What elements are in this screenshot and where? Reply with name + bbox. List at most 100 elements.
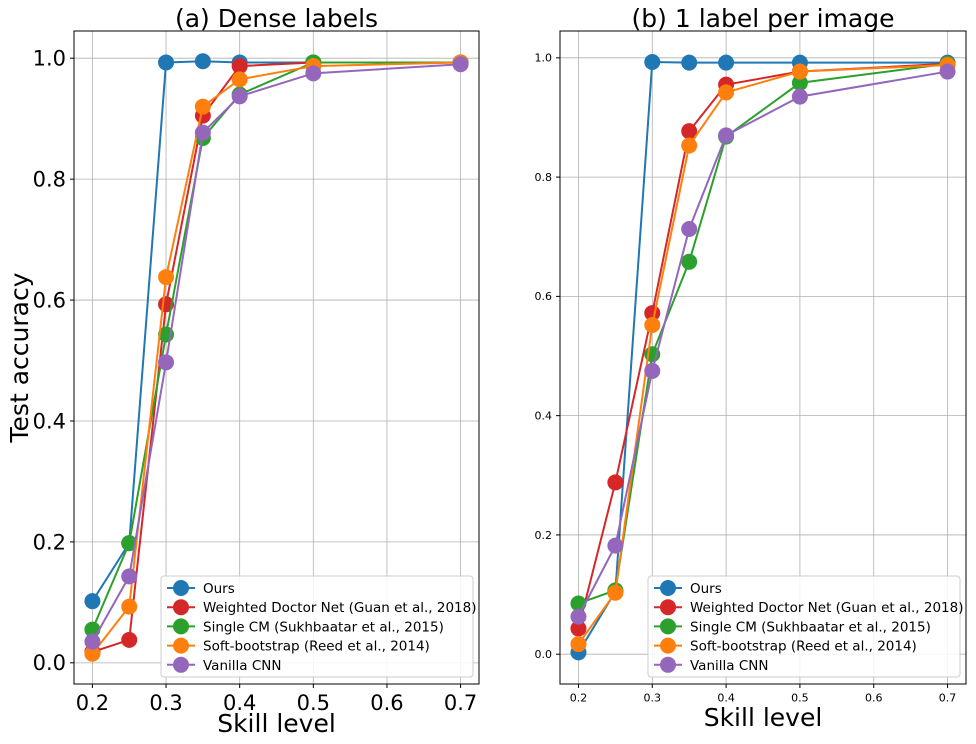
legend-item-ours: Ours xyxy=(167,580,235,597)
data-point xyxy=(791,74,808,91)
data-point xyxy=(305,65,322,82)
legend-marker xyxy=(173,618,189,635)
series-layer xyxy=(570,54,956,661)
data-point xyxy=(121,598,138,615)
axes-frame xyxy=(73,30,480,685)
legend-box xyxy=(160,575,474,678)
data-point xyxy=(158,354,175,371)
y-tick-label: 0.4 xyxy=(535,409,553,422)
data-point xyxy=(607,537,624,554)
legend-item-soft-bootstrap-reed-et-al-2014: Soft-bootstrap (Reed et al., 2014) xyxy=(654,637,917,655)
legend-item-vanilla-cnn: Vanilla CNN xyxy=(167,656,281,674)
data-point xyxy=(644,316,661,333)
y-tick-label: 0.0 xyxy=(33,651,66,675)
chart-title: (a) Dense labels xyxy=(175,4,378,33)
legend-marker xyxy=(173,656,189,673)
data-point xyxy=(718,84,735,101)
y-tick-label: 0.0 xyxy=(535,648,553,661)
legend-marker xyxy=(660,599,676,616)
data-point xyxy=(158,54,175,71)
data-point xyxy=(231,88,248,105)
data-point xyxy=(231,58,248,75)
x-tick-label: 0.7 xyxy=(444,691,477,715)
x-ticks: 0.2 0.3 0.4 0.5 0.6 0.7 xyxy=(76,684,477,715)
data-point xyxy=(121,631,138,648)
legend-item-vanilla-cnn: Vanilla CNN xyxy=(654,656,768,674)
data-point xyxy=(681,123,698,140)
legend-item-single-cm-sukhbaatar-et-al-2015: Single CM (Sukhbaatar et al., 2015) xyxy=(167,618,444,635)
legend-label: Vanilla CNN xyxy=(203,658,281,674)
y-axis-label: Test accuracy xyxy=(5,272,34,443)
x-tick-label: 0.2 xyxy=(570,691,588,704)
legend-item-ours: Ours xyxy=(654,580,722,597)
data-point xyxy=(84,633,101,650)
data-point xyxy=(607,474,624,491)
y-tick-label: 1.0 xyxy=(33,47,66,71)
data-point xyxy=(681,54,698,71)
data-point xyxy=(570,608,587,625)
series-vanilla-cnn xyxy=(84,56,469,650)
legend-label: Soft-bootstrap (Reed et al., 2014) xyxy=(203,639,430,655)
chart-panel-dense-labels: 0.2 0.3 0.4 0.5 0.6 0.7 0.0 0.2 0.4 0.6 0.8 1.0 (a… xyxy=(5,4,480,738)
legend-marker xyxy=(660,637,676,654)
y-tick-label: 0.2 xyxy=(33,530,66,554)
y-tick-label: 0.8 xyxy=(535,171,553,184)
legend-marker xyxy=(660,656,676,673)
data-point xyxy=(791,63,808,80)
legend-item-weighted-doctor-net-guan-et-al-2018: Weighted Doctor Net (Guan et al., 2018) xyxy=(654,599,963,616)
data-point xyxy=(644,54,661,71)
data-point xyxy=(718,54,735,71)
data-point xyxy=(939,63,956,80)
x-axis-label: Skill level xyxy=(217,709,336,738)
data-point xyxy=(231,71,248,88)
legend-box xyxy=(647,575,961,678)
data-point xyxy=(194,124,211,141)
y-ticks: 0.0 0.2 0.4 0.6 0.8 1.0 xyxy=(33,47,74,675)
data-point xyxy=(194,98,211,115)
data-point xyxy=(570,620,587,637)
legend-marker xyxy=(173,599,189,616)
legend-item-weighted-doctor-net-guan-et-al-2018: Weighted Doctor Net (Guan et al., 2018) xyxy=(167,599,476,616)
chart-panel-one-label: 0.2 0.3 0.4 0.5 0.6 0.7 0.0 0.2 0.4 0.6 0.8 1.0 (b… xyxy=(535,4,967,732)
legend-label: Single CM (Sukhbaatar et al., 2015) xyxy=(203,619,444,635)
data-point xyxy=(718,127,735,144)
x-axis-label: Skill level xyxy=(704,703,823,732)
legend-marker xyxy=(173,637,189,654)
x-tick-label: 0.5 xyxy=(791,691,809,704)
legend-label: Soft-bootstrap (Reed et al., 2014) xyxy=(690,639,917,655)
plot-border xyxy=(559,30,967,685)
x-tick-label: 0.3 xyxy=(644,691,662,704)
y-ticks: 0.0 0.2 0.4 0.6 0.8 1.0 xyxy=(535,52,560,661)
data-point xyxy=(681,220,698,237)
legend: Ours Weighted Doctor Net (Guan et al., 20… xyxy=(160,575,476,678)
x-tick-label: 0.3 xyxy=(149,691,182,715)
legend-label: Weighted Doctor Net (Guan et al., 2018) xyxy=(690,600,963,616)
data-point xyxy=(121,568,138,585)
x-tick-label: 0.4 xyxy=(717,691,735,704)
data-point xyxy=(121,535,138,552)
x-tick-label: 0.5 xyxy=(297,691,330,715)
legend-marker xyxy=(173,580,189,596)
data-point xyxy=(158,269,175,286)
data-point xyxy=(194,53,211,70)
legend-label: Weighted Doctor Net (Guan et al., 2018) xyxy=(203,600,476,616)
x-tick-label: 0.6 xyxy=(865,691,883,704)
x-tick-label: 0.7 xyxy=(939,691,957,704)
x-tick-label: 0.4 xyxy=(223,691,256,715)
x-tick-label: 0.2 xyxy=(76,691,109,715)
legend-label: Ours xyxy=(203,581,235,597)
series-vanilla-cnn xyxy=(570,63,956,625)
legend-label: Ours xyxy=(690,581,722,597)
y-tick-label: 0.6 xyxy=(33,288,66,312)
data-point xyxy=(607,584,624,601)
y-tick-label: 1.0 xyxy=(535,52,553,65)
y-tick-label: 0.2 xyxy=(535,529,553,542)
data-point xyxy=(84,645,101,662)
data-point xyxy=(644,362,661,379)
data-point xyxy=(84,593,101,610)
data-point xyxy=(681,137,698,154)
data-point xyxy=(791,88,808,105)
legend-marker xyxy=(660,618,676,635)
legend-label: Single CM (Sukhbaatar et al., 2015) xyxy=(690,619,931,635)
